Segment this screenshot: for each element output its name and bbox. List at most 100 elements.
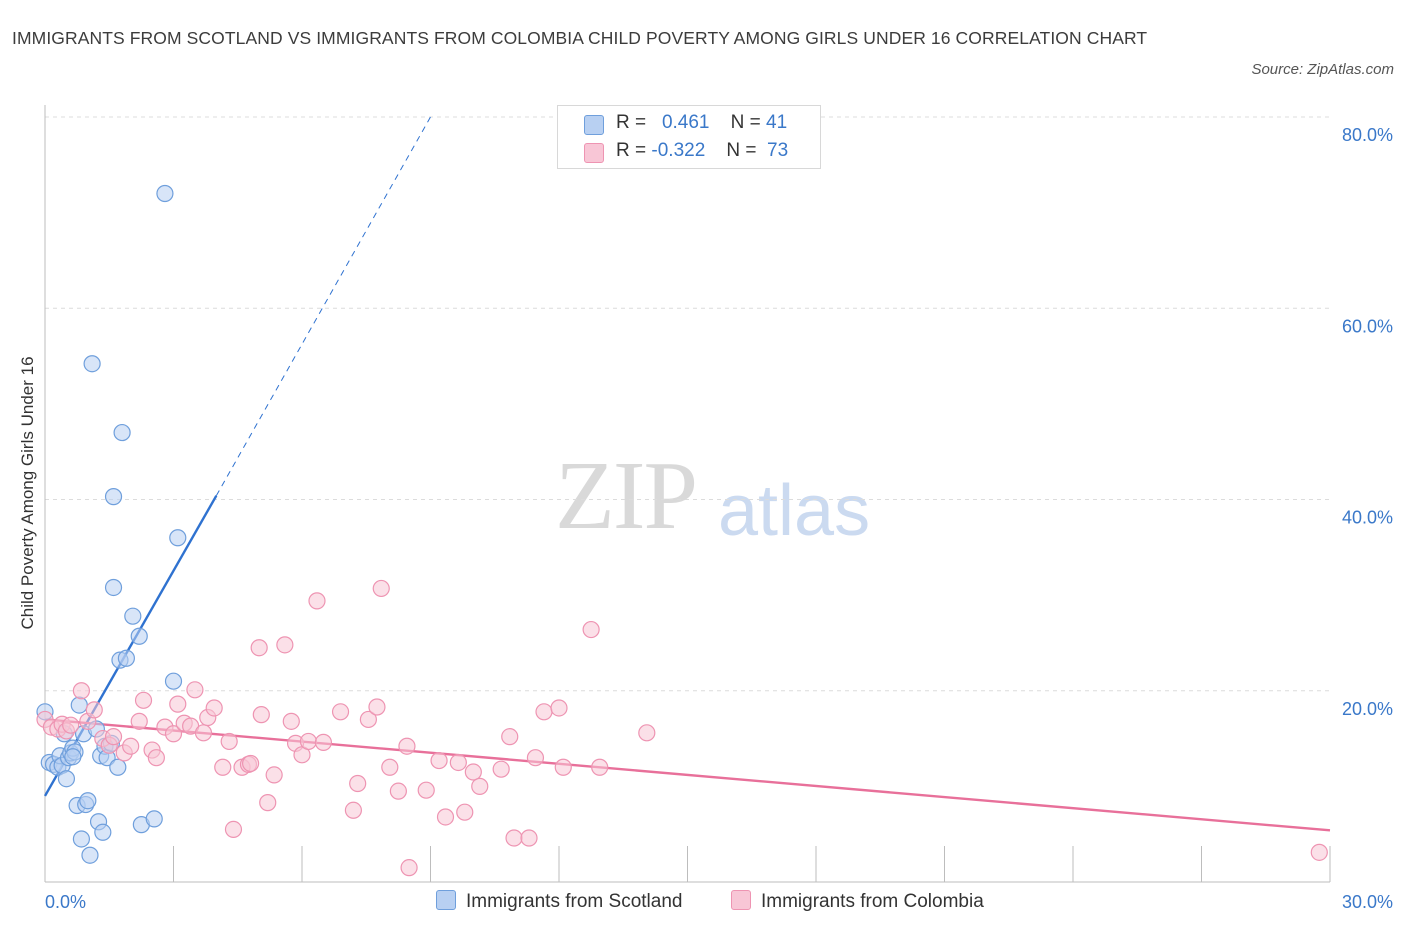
y-tick-label: 80.0% [1342,125,1393,145]
colombia-point [535,703,553,721]
colombia-point [242,754,260,773]
scotland-point [169,529,187,547]
legend-item-colombia: Immigrants from Colombia [731,890,984,913]
legend-n-label: N = [730,112,761,133]
colombia-point [591,758,609,776]
colombia-point [505,829,523,847]
colombia-point [205,699,223,717]
colombia-point [252,706,270,724]
scotland-point [64,748,82,766]
legend-n-value: 41 [766,112,788,133]
scotland-point [164,672,183,690]
colombia-point [250,639,268,657]
scotland-point [104,578,123,597]
scotland-point [113,423,131,442]
colombia-trendline [44,718,1331,832]
colombia-point [1310,843,1328,861]
colombia-point [389,782,407,800]
scotland-point [72,830,91,848]
colombia-point [456,803,474,821]
colombia-point [214,758,232,776]
watermark-atlas: atlas [718,471,871,551]
watermark-zip: ZIP [555,442,698,550]
colombia-point [449,753,467,772]
colombia-point [436,808,455,826]
legend-r-label: R = [616,112,647,133]
colombia-point [259,794,277,812]
colombia-point [130,712,148,730]
colombia-point [368,698,386,716]
colombia-point [372,579,390,598]
colombia-point [308,592,326,610]
scotland-point [94,823,112,841]
colombia-point [381,758,399,776]
y-tick-label: 60.0% [1342,316,1393,336]
legend-label-scotland: Immigrants from Scotland [466,891,683,912]
grid-lines [45,116,1330,692]
colombia-point [276,636,294,654]
scotland-point [79,792,97,810]
colombia-point [220,732,238,751]
tick-labels: 80.0% 60.0% 40.0% 20.0% 0.0% 30.0% [45,125,1393,912]
scotland-point [83,355,101,373]
colombia-point [224,820,243,839]
source-label: Source: ZipAtlas.com [1251,61,1394,78]
y-tick-label: 40.0% [1342,508,1393,528]
legend-swatch-scotland [584,115,604,135]
chart-title: IMMIGRANTS FROM SCOTLAND VS IMMIGRANTS F… [12,28,1148,48]
colombia-point [400,859,418,877]
colombia-point [85,701,103,719]
colombia-point [72,682,91,700]
scotland-point [156,184,174,203]
scotland-point [81,846,99,864]
colombia-point [398,737,416,755]
colombia-point [122,737,140,755]
colombia-point [265,766,283,784]
colombia-point [186,681,204,699]
x-tick-label: 0.0% [45,892,86,912]
scotland-point [145,810,163,828]
legend-swatch-colombia [584,143,604,163]
trendlines [43,116,1331,832]
scotland-point [104,488,123,506]
y-tick-label: 20.0% [1342,699,1393,719]
colombia-point [492,760,510,778]
data-points [36,184,1328,877]
scotland-point [130,627,148,645]
colombia-point [471,777,489,795]
legend-swatch-colombia [731,890,751,910]
legend-label-colombia: Immigrants from Colombia [761,891,984,912]
colombia-point [464,763,482,781]
colombia-point [194,724,213,742]
legend-item-scotland: Immigrants from Scotland [436,890,682,913]
colombia-point [359,710,377,729]
scotland-point [109,758,127,776]
colombia-point [501,728,519,746]
axes [44,105,1331,883]
x-tick-label: 30.0% [1342,892,1393,912]
legend-r-value: -0.322 [651,140,706,161]
legend-n-value: 73 [767,140,789,161]
colombia-point [526,749,545,767]
legend-swatch-scotland [436,890,456,910]
colombia-point [314,733,333,751]
colombia-point [164,725,183,743]
colombia-point [62,716,80,734]
colombia-point [349,774,367,793]
colombia-point [417,781,435,799]
colombia-point [582,620,600,639]
colombia-point [104,728,123,746]
scotland-point [124,607,142,625]
colombia-point [550,699,568,717]
colombia-point [520,829,538,847]
legend-n-label: N = [726,140,762,161]
colombia-point [344,801,362,819]
scotland-point [117,649,135,667]
colombia-point [430,751,448,770]
colombia-point [282,712,300,730]
colombia-point [134,691,153,709]
stats-legend: R = 0.461 N = 41 R = -0.322 N = 73 [557,105,821,169]
colombia-point [169,695,187,713]
scotland-point [70,696,88,714]
colombia-point [554,758,572,776]
